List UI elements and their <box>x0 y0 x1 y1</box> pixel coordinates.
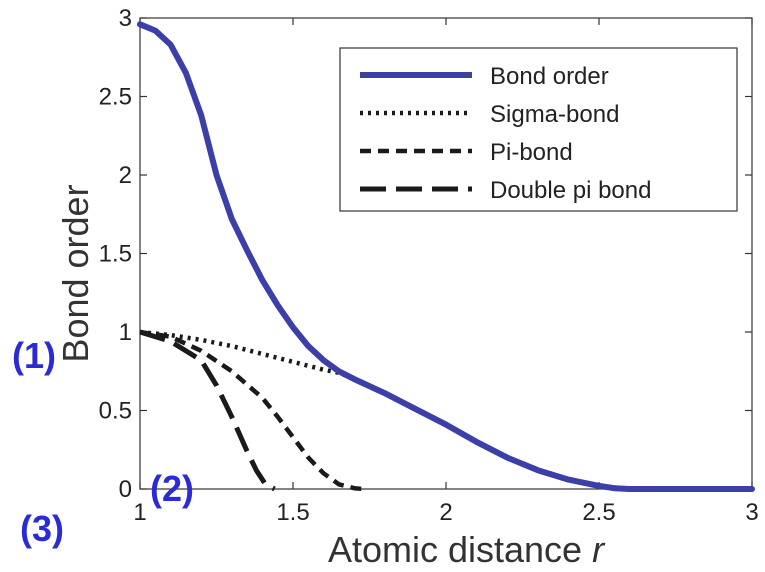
x-tick-label: 3 <box>745 499 758 526</box>
y-tick-label: 1 <box>119 319 132 346</box>
x-axis-title: Atomic distance r <box>328 529 606 570</box>
legend-label: Bond order <box>490 63 609 90</box>
y-tick-label: 1.5 <box>99 241 132 268</box>
y-tick-label: 2.5 <box>99 84 132 111</box>
y-tick-label: 3 <box>119 5 132 32</box>
series-line-double-pi-bond <box>139 329 276 492</box>
marker-1: (1) <box>12 335 56 376</box>
x-axis-title-variable: r <box>592 529 606 570</box>
series-line-pi-bond <box>139 329 364 492</box>
marker-2: (2) <box>150 468 194 509</box>
y-tick-label: 0 <box>119 476 132 503</box>
y-tick-label: 2 <box>119 162 132 189</box>
series-line-bond-order <box>137 21 755 492</box>
legend-label: Double pi bond <box>490 177 651 204</box>
y-tick-label: 0.5 <box>99 398 132 425</box>
legend-label: Sigma-bond <box>490 101 619 128</box>
series-line-sigma-bond <box>139 329 630 492</box>
x-tick-label: 2.5 <box>582 499 615 526</box>
y-axis-title: Bond order <box>55 184 96 362</box>
legend-label: Pi-bond <box>490 139 573 166</box>
x-tick-label: 1.5 <box>276 499 309 526</box>
x-tick-label: 2 <box>439 499 452 526</box>
marker-3: (3) <box>20 508 64 549</box>
x-tick-label: 1 <box>133 499 146 526</box>
